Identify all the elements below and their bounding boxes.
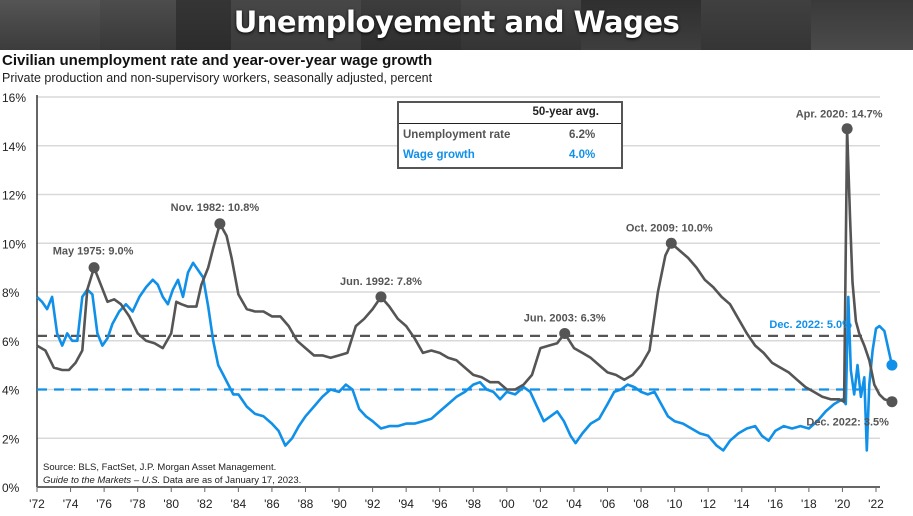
x-tick-label: '22	[868, 497, 884, 511]
annotation-marker	[841, 123, 853, 135]
y-tick-label: 16%	[2, 91, 26, 105]
header-banner: Unemployement and Wages	[0, 0, 913, 50]
source-line-2: Guide to the Markets – U.S. Data are as …	[43, 474, 301, 487]
banner-title: Unemployement and Wages	[233, 5, 680, 39]
annotation-marker	[886, 359, 898, 371]
guide-title: Guide to the Markets – U.S.	[43, 475, 161, 486]
banner-photo-tile	[231, 0, 361, 50]
x-tick-label: '12	[700, 497, 716, 511]
banner-photo-tile	[361, 0, 461, 50]
x-tick-label: '00	[499, 497, 515, 511]
y-tick-label: 2%	[2, 432, 20, 446]
source-note: Source: BLS, FactSet, J.P. Morgan Asset …	[43, 461, 301, 487]
y-axis-ticks: 0% 2% 4% 6% 8% 10% 12% 14% 16%	[2, 91, 26, 495]
annotation-marker	[214, 218, 226, 230]
annotation-labels: May 1975: 9.0% Nov. 1982: 10.8% Jun. 1992:…	[53, 109, 889, 429]
wage-growth-line	[36, 261, 894, 452]
y-tick-label: 8%	[2, 286, 20, 300]
chart-subtitle: Private production and non-supervisory w…	[2, 71, 433, 85]
annotation-marker	[375, 291, 387, 303]
x-tick-label: '20	[835, 497, 851, 511]
annotation-label: Nov. 1982: 10.8%	[171, 202, 260, 214]
legend-label: Wage growth	[403, 149, 475, 161]
annotation-label: May 1975: 9.0%	[53, 246, 134, 258]
banner-photo-tile	[176, 0, 231, 50]
y-tick-label: 10%	[2, 237, 26, 251]
x-tick-label: '06	[600, 497, 616, 511]
chart-title: Civilian unemployment rate and year-over…	[2, 52, 433, 69]
annotation-label: Oct. 2009: 10.0%	[626, 222, 713, 234]
annotation-label: Jun. 2003: 6.3%	[524, 312, 606, 324]
legend-value: 6.2%	[569, 129, 596, 141]
banner-photo-tile	[811, 0, 913, 50]
annotation-marker	[559, 327, 571, 339]
annotation-label: Dec. 2022: 3.5%	[806, 417, 889, 429]
x-tick-label: '80	[163, 497, 179, 511]
series-lines	[36, 127, 894, 452]
x-tick-label: '96	[432, 497, 448, 511]
legend-table-header: 50-year avg.	[532, 106, 600, 118]
x-tick-label: '78	[130, 497, 146, 511]
average-legend-table: 50-year avg. Unemployment rate 6.2% Wage…	[397, 101, 623, 169]
source-line: Source: BLS, FactSet, J.P. Morgan Asset …	[43, 462, 277, 473]
annotation-marker	[88, 262, 100, 274]
banner-photo-tile	[701, 0, 811, 50]
x-tick-label: '86	[264, 497, 280, 511]
y-tick-label: 4%	[2, 384, 20, 398]
x-tick-label: '92	[365, 497, 381, 511]
x-tick-label: '88	[298, 497, 314, 511]
x-tick-label: '98	[465, 497, 481, 511]
legend-table-rule	[399, 123, 621, 124]
x-tick-label: '16	[767, 497, 783, 511]
y-tick-label: 12%	[2, 189, 26, 203]
x-tick-label: '02	[533, 497, 549, 511]
y-tick-label: 0%	[2, 481, 20, 495]
annotation-label: Apr. 2020: 14.7%	[796, 109, 883, 121]
legend-label: Unemployment rate	[403, 129, 511, 141]
banner-photo-tile	[581, 0, 701, 50]
annotation-marker	[665, 237, 677, 249]
x-axis-ticks: '72 '74 '76 '78 '80 '82 '84 '86 '88 '90 '92 '94 '96 '…	[29, 487, 884, 511]
x-tick-label: '18	[801, 497, 817, 511]
unemployment-rate-line	[36, 127, 893, 404]
average-lines	[37, 334, 862, 391]
banner-photo-tile	[0, 0, 100, 50]
x-tick-label: '94	[398, 497, 414, 511]
banner-photo-tile	[100, 0, 176, 50]
legend-value: 4.0%	[569, 149, 596, 161]
gridlines	[36, 95, 880, 488]
annotation-marker	[886, 396, 898, 408]
annotation-label: Dec. 2022: 5.0%	[769, 319, 852, 331]
y-tick-label: 14%	[2, 140, 26, 154]
x-tick-label: '74	[63, 497, 79, 511]
x-tick-label: '10	[667, 497, 683, 511]
x-tick-label: '08	[633, 497, 649, 511]
x-tick-label: '72	[29, 497, 45, 511]
data-date: Data are as of January 17, 2023.	[160, 475, 302, 486]
x-tick-label: '82	[197, 497, 213, 511]
annotation-label: Jun. 1992: 7.8%	[340, 276, 422, 288]
x-tick-label: '14	[734, 497, 750, 511]
x-tick-label: '90	[331, 497, 347, 511]
x-tick-label: '84	[231, 497, 247, 511]
annotation-markers	[88, 123, 898, 408]
x-tick-label: '04	[566, 497, 582, 511]
x-tick-label: '76	[96, 497, 112, 511]
y-tick-label: 6%	[2, 335, 20, 349]
banner-photo-tile	[461, 0, 581, 50]
